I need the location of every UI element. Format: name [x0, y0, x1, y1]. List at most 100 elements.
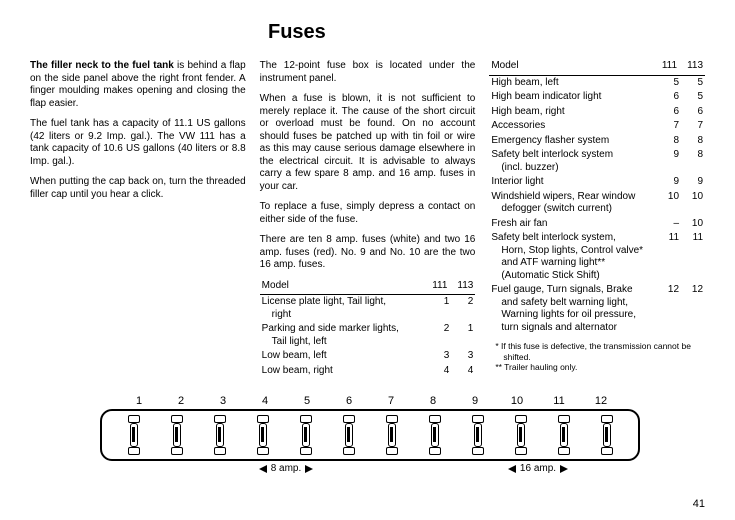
table-row: Fuel gauge, Turn signals, Brakeand safet… [489, 283, 705, 335]
column-3: Model 111 113 High beam, left55High beam… [489, 60, 705, 378]
model-header-right: Model 111 113 [489, 60, 705, 76]
value: 5 [665, 77, 679, 90]
value: 8 [689, 135, 703, 148]
fuel-tank-para-2: The fuel tank has a capacity of 11.1 US … [30, 118, 246, 168]
fuse-icon [130, 423, 138, 447]
row-label-cont: Horn, Stop lights, Control valve* [491, 245, 659, 258]
arrow-left-icon [508, 465, 516, 473]
slot-number: 2 [160, 395, 202, 409]
slot-number: 6 [328, 395, 370, 409]
table-row: Safety belt interlock system(incl. buzze… [489, 148, 705, 175]
value: 7 [689, 120, 703, 133]
value: 3 [435, 350, 449, 363]
slot-number: 12 [580, 395, 622, 409]
amp-8-group: 8 amp. [118, 463, 454, 476]
value: 11 [689, 232, 703, 282]
value: 10 [689, 218, 703, 231]
row-label-cont: Warning lights for oil pressure, [491, 309, 659, 322]
fuse-slot [114, 415, 153, 455]
model-113: 113 [687, 60, 703, 73]
table-row: High beam, right66 [489, 105, 705, 120]
value: 9 [665, 149, 679, 174]
table-row: Windshield wipers, Rear windowdefogger (… [489, 190, 705, 217]
row-values: –10 [665, 218, 703, 231]
slot-number: 4 [244, 395, 286, 409]
value: – [665, 218, 679, 231]
table-row: Emergency flasher system88 [489, 134, 705, 149]
fuse-slot [286, 415, 325, 455]
fuse-para-4: There are ten 8 amp. fuses (white) and t… [260, 234, 476, 272]
model-label: Model [491, 60, 518, 73]
fuse-icon [388, 423, 396, 447]
row-values: 33 [435, 350, 473, 363]
fuse-icon [560, 423, 568, 447]
table-row: Parking and side marker lights,Tail ligh… [260, 322, 476, 349]
row-label: Accessories [491, 120, 665, 133]
arrow-left-icon [259, 465, 267, 473]
fuse-diagram: 123456789101112 8 amp. 16 amp. [100, 395, 640, 475]
model-111: 111 [432, 280, 447, 293]
row-label-cont: and ATF warning light** [491, 257, 659, 270]
fuse-table-right: High beam, left55High beam indicator lig… [489, 76, 705, 336]
value: 8 [689, 149, 703, 174]
row-label-cont: (Automatic Stick Shift) [491, 270, 659, 283]
value: 6 [665, 106, 679, 119]
amp-16-label: 16 amp. [520, 463, 556, 476]
fuse-table-left: License plate light, Tail light,right12P… [260, 295, 476, 378]
row-values: 44 [435, 365, 473, 378]
row-values: 77 [665, 120, 703, 133]
fuse-icon [302, 423, 310, 447]
value: 2 [435, 323, 449, 348]
slot-number: 5 [286, 395, 328, 409]
slot-number: 1 [118, 395, 160, 409]
value: 8 [665, 135, 679, 148]
fuse-slot [329, 415, 368, 455]
row-values: 1010 [665, 191, 703, 216]
row-label: Low beam, right [262, 365, 436, 378]
table-row: High beam, left55 [489, 76, 705, 91]
row-label: Interior light [491, 176, 665, 189]
fuse-para-1: The 12-point fuse box is located under t… [260, 60, 476, 85]
value: 10 [689, 191, 703, 216]
value: 3 [459, 350, 473, 363]
fuse-slot [587, 415, 626, 455]
arrow-right-icon [305, 465, 313, 473]
table-row: Low beam, left33 [260, 349, 476, 364]
fuse-icon [517, 423, 525, 447]
fuse-para-3: To replace a fuse, simply depress a cont… [260, 201, 476, 226]
slot-number: 11 [538, 395, 580, 409]
fuse-slot [415, 415, 454, 455]
value: 6 [689, 106, 703, 119]
fuse-icon [345, 423, 353, 447]
row-label-cont: right [262, 309, 430, 322]
slot-number: 9 [454, 395, 496, 409]
fuse-slot [372, 415, 411, 455]
fuse-slot [544, 415, 583, 455]
amp-16-group: 16 amp. [454, 463, 622, 476]
value: 9 [689, 176, 703, 189]
amp-labels: 8 amp. 16 amp. [100, 463, 640, 476]
value: 4 [435, 365, 449, 378]
fuse-icon [259, 423, 267, 447]
row-label: High beam, left [491, 77, 665, 90]
row-values: 1212 [665, 284, 703, 334]
fuse-icon [216, 423, 224, 447]
table-row: License plate light, Tail light,right12 [260, 295, 476, 322]
row-label: High beam, right [491, 106, 665, 119]
row-values: 88 [665, 135, 703, 148]
row-values: 65 [665, 91, 703, 104]
row-label: Parking and side marker lights,Tail ligh… [262, 323, 436, 348]
text-columns: The filler neck to the fuel tank is behi… [30, 60, 705, 378]
model-label: Model [262, 280, 289, 293]
table-row: Safety belt interlock system,Horn, Stop … [489, 231, 705, 283]
slot-number: 3 [202, 395, 244, 409]
row-label: Low beam, left [262, 350, 436, 363]
table-row: Fresh air fan–10 [489, 217, 705, 232]
fuse-slot [501, 415, 540, 455]
row-label-cont: and safety belt warning light, [491, 297, 659, 310]
row-label: Safety belt interlock system(incl. buzze… [491, 149, 665, 174]
row-label: Fuel gauge, Turn signals, Brakeand safet… [491, 284, 665, 334]
fuse-box [100, 409, 640, 461]
row-label-cont: defogger (switch current) [491, 203, 659, 216]
row-label: Safety belt interlock system,Horn, Stop … [491, 232, 665, 282]
